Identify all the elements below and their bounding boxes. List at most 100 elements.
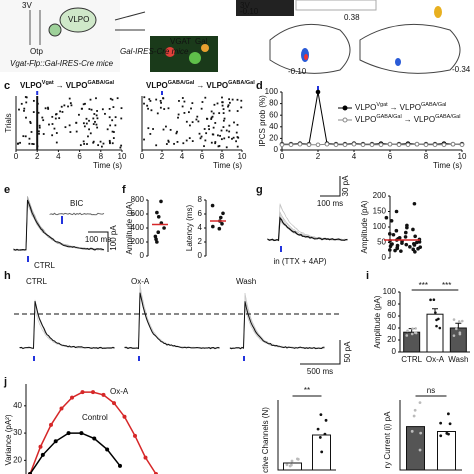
spike [32, 111, 35, 113]
spike [102, 142, 105, 145]
point [159, 199, 163, 204]
spike [120, 107, 123, 110]
label-part: → [196, 81, 204, 90]
spike [38, 130, 40, 133]
spike [85, 122, 88, 125]
x-tick-label: 10 [118, 152, 127, 161]
spike [228, 130, 231, 133]
cell-point [434, 311, 437, 314]
significance: *** [442, 281, 451, 290]
spike [38, 124, 41, 127]
spike [86, 143, 88, 145]
spike [149, 133, 152, 135]
point [412, 243, 417, 247]
spike [210, 116, 213, 119]
y-tick-label: 100 [265, 87, 279, 96]
x-tick-label: 10 [238, 152, 247, 161]
spike [42, 119, 45, 122]
point [393, 248, 397, 253]
cell [48, 23, 62, 37]
scale-bar [320, 176, 341, 197]
point [221, 211, 225, 216]
spike [183, 100, 186, 103]
spike [78, 113, 80, 116]
trace-mean [267, 216, 348, 242]
spike [19, 141, 21, 144]
point [133, 433, 137, 438]
axis-label: ry Current (i) pA [383, 411, 392, 469]
cell-point [414, 331, 418, 335]
spike [204, 96, 207, 99]
cell-point [411, 327, 414, 330]
spike [38, 126, 41, 129]
spike [47, 106, 49, 109]
point [417, 240, 422, 244]
spike [240, 106, 243, 109]
spike [30, 131, 33, 133]
cell-point [438, 326, 442, 330]
panel-label: g [256, 184, 263, 196]
spike [185, 120, 188, 123]
cell-point [296, 457, 300, 461]
trace-mean [229, 301, 325, 350]
point [413, 250, 417, 254]
drug-label: BIC [70, 199, 84, 208]
y-tick-label: 100 [383, 287, 397, 296]
point [220, 222, 224, 226]
spike [68, 124, 71, 127]
cell-point [418, 401, 422, 405]
spike [155, 144, 158, 147]
label-part: GABA/Gal [168, 80, 195, 86]
spike [236, 136, 239, 138]
label-part: GABA/Gal [421, 102, 446, 108]
spike [211, 115, 214, 118]
label-part: GABA/Gal [435, 114, 460, 120]
spike [228, 98, 231, 101]
point [378, 142, 384, 148]
spike [210, 141, 213, 144]
spike [223, 117, 226, 120]
spike [22, 135, 25, 138]
point [154, 237, 158, 241]
scale-x-label: 100 ms [85, 235, 111, 244]
spike [51, 123, 54, 125]
spike [203, 128, 206, 130]
point [395, 246, 400, 251]
point [162, 226, 166, 230]
cell-point [406, 329, 409, 333]
spike [111, 119, 114, 122]
legend-entry: VLPOGABA/Gal → VLPOGABA/Gal [355, 114, 460, 124]
spike [235, 131, 238, 134]
spike [197, 120, 200, 123]
y-tick-label: 0 [274, 145, 279, 154]
y-tick-label: 400 [131, 223, 145, 232]
spike [44, 107, 47, 110]
x-tick-label: CTRL [401, 355, 422, 364]
spike [92, 123, 95, 125]
cell-green [189, 52, 201, 64]
spike [89, 98, 92, 101]
spike [106, 128, 109, 131]
spike [55, 113, 57, 116]
injection-site [434, 6, 442, 18]
spike [28, 142, 31, 145]
axis-label: Latency (ms) [185, 205, 194, 252]
spike [176, 141, 179, 143]
panel-label: j [3, 376, 7, 388]
spike [114, 124, 117, 127]
error-bar [455, 322, 462, 328]
cell-point [319, 413, 323, 417]
trace-mean [124, 292, 220, 350]
spike [232, 136, 235, 139]
point [414, 141, 420, 147]
label-part: VLPO [414, 115, 435, 124]
x-tick-label: 8 [424, 152, 429, 161]
spike [182, 142, 185, 145]
spike [218, 145, 221, 147]
scale-bar [88, 231, 109, 252]
trace-mean [13, 199, 105, 251]
y-tick-label: 80 [387, 299, 396, 308]
label-part: GABA/Gal [376, 114, 401, 120]
point [411, 227, 415, 232]
spike [228, 101, 231, 104]
